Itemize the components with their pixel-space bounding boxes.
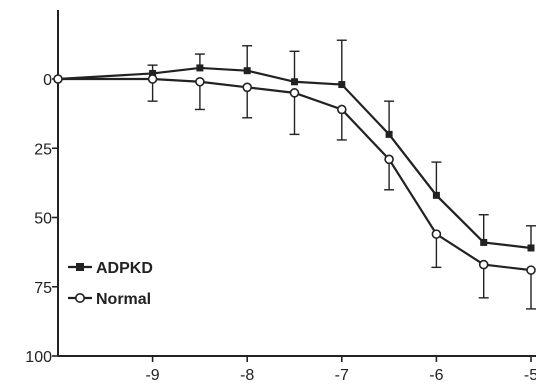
data-point-adpkd xyxy=(338,81,346,89)
data-point-normal xyxy=(336,104,347,115)
legend-marker-adpkd xyxy=(76,263,84,271)
legend-item-adpkd: ADPKD xyxy=(68,260,153,277)
y-tick-label: 100 xyxy=(25,349,52,366)
data-point-normal xyxy=(147,74,158,84)
data-point-adpkd xyxy=(243,67,251,75)
x-tick-label: -7 xyxy=(335,367,349,384)
data-point-normal xyxy=(526,265,536,275)
data-point-adpkd xyxy=(291,78,298,86)
series-markers xyxy=(53,64,536,275)
data-point-adpkd xyxy=(527,244,535,252)
axes xyxy=(57,10,536,357)
data-point-normal xyxy=(242,82,252,93)
legend: ADPKD Normal xyxy=(68,260,153,308)
data-point-normal xyxy=(195,76,205,87)
data-point-adpkd xyxy=(432,191,440,199)
data-point-adpkd xyxy=(149,69,157,77)
legend-marker-normal xyxy=(75,292,86,303)
x-tick-label: -9 xyxy=(145,367,159,384)
data-point-adpkd xyxy=(196,64,204,72)
data-point-normal xyxy=(53,74,63,84)
legend-label-adpkd: ADPKD xyxy=(96,260,153,277)
y-tick-label: 0 xyxy=(43,72,52,89)
x-tick-label: -8 xyxy=(240,367,254,384)
y-tick-label: 75 xyxy=(34,280,52,297)
legend-item-normal: Normal xyxy=(68,291,151,308)
y-axis-ticks: 0 25 50 75 100 xyxy=(25,72,58,366)
data-point-adpkd xyxy=(385,130,393,138)
x-axis-ticks: -9 -8 -7 -6 -5 xyxy=(145,356,536,384)
data-point-normal xyxy=(384,154,394,165)
x-tick-label: -5 xyxy=(524,367,536,384)
data-point-adpkd xyxy=(480,238,488,246)
data-point-normal xyxy=(478,259,489,270)
legend-label-normal: Normal xyxy=(96,291,151,308)
series-line-adpkd xyxy=(57,66,532,250)
series-lines xyxy=(57,66,532,272)
series-line-normal xyxy=(58,77,532,272)
data-point-normal xyxy=(431,229,442,239)
error-bars xyxy=(147,39,536,310)
y-tick-label: 50 xyxy=(34,211,52,228)
y-tick-label: 25 xyxy=(34,141,52,158)
data-point-normal xyxy=(289,88,300,98)
x-tick-label: -6 xyxy=(429,367,443,384)
